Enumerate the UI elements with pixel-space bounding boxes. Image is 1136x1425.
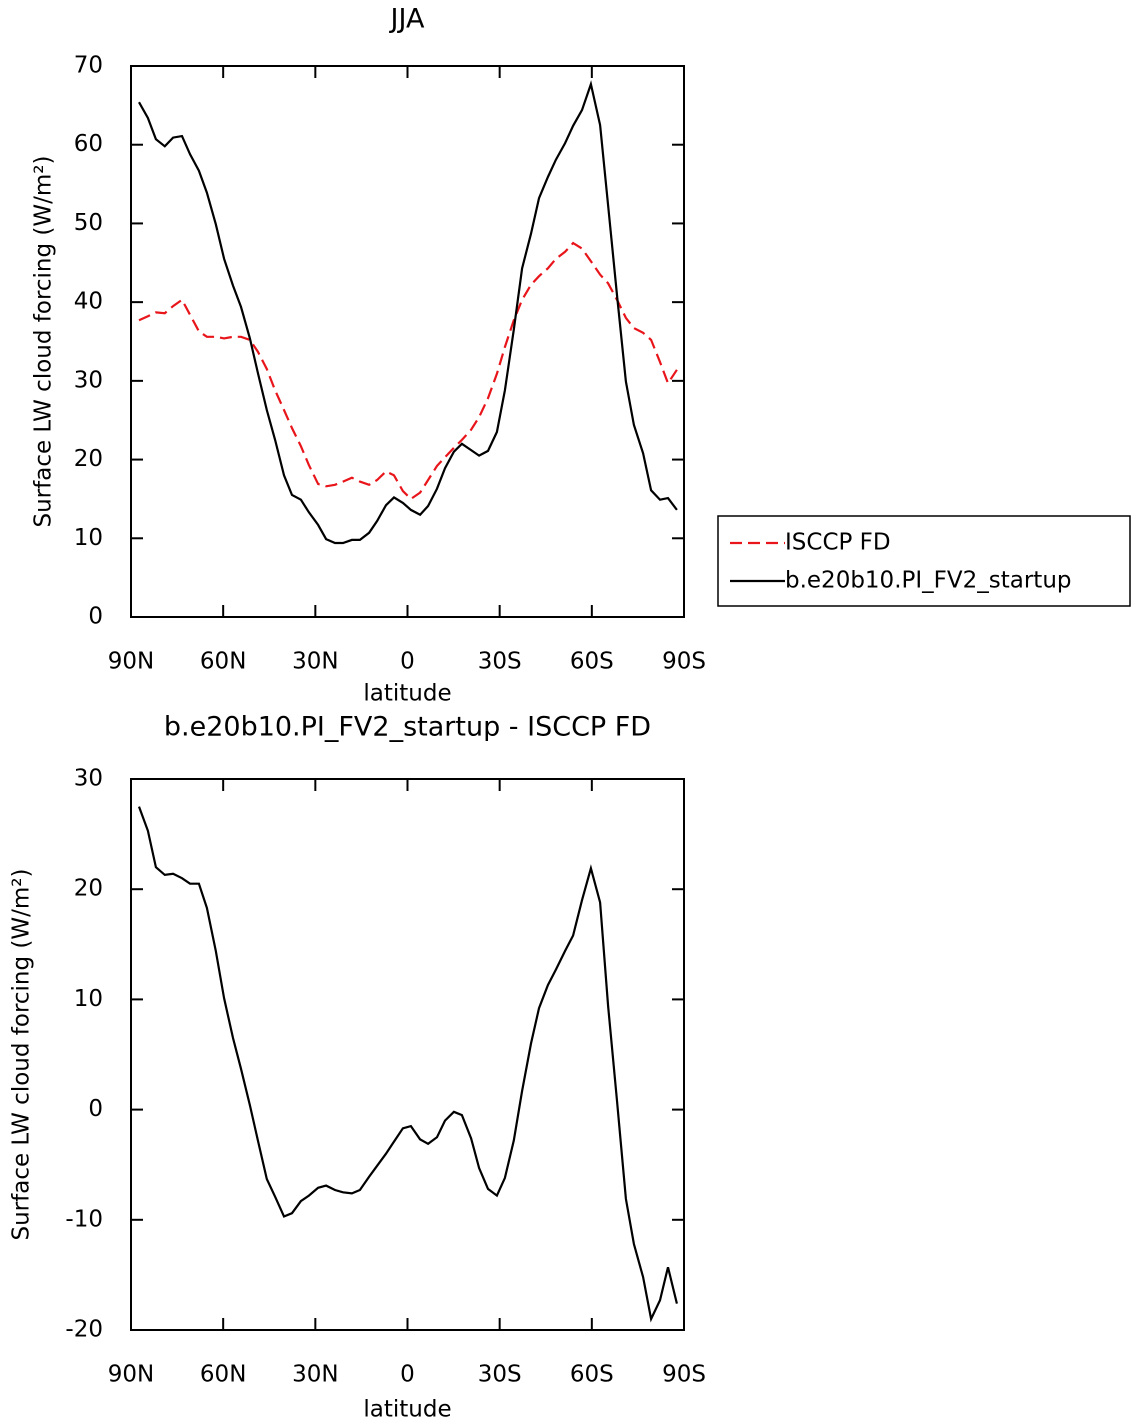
x-tick-label: 0 [400, 1362, 415, 1388]
data-line [138, 241, 678, 501]
plot-frame [130, 65, 685, 618]
x-tick-label: 90N [108, 1362, 154, 1388]
x-tick-label: 60S [570, 1362, 614, 1388]
x-tick-label: 30N [292, 1362, 338, 1388]
x-tick-label: 60N [200, 649, 246, 675]
y-tick-label: 40 [74, 289, 103, 315]
y-tick-label: -20 [65, 1317, 103, 1343]
legend: ISCCP FD b.e20b10.PI_FV2_startup [717, 515, 1131, 607]
x-tick-label: 90N [108, 649, 154, 675]
y-tick-label: 10 [74, 986, 103, 1012]
x-axis-label: latitude [363, 681, 451, 707]
y-tick-label: 60 [74, 131, 103, 157]
y-tick-label: 70 [74, 53, 103, 79]
y-axis-label: Surface LW cloud forcing (W/m²) [31, 156, 57, 528]
x-tick-label: 0 [400, 649, 415, 675]
data-line [137, 806, 678, 1323]
y-tick-label: 0 [88, 1096, 103, 1122]
legend-box [717, 515, 1131, 607]
y-axis-label: Surface LW cloud forcing (W/m²) [9, 869, 35, 1241]
y-tick-label: -10 [65, 1206, 103, 1232]
x-tick-label: 60N [200, 1362, 246, 1388]
y-tick-label: 0 [88, 604, 103, 630]
y-tick-label: 20 [74, 446, 103, 472]
x-tick-label: 30S [478, 1362, 522, 1388]
plot-frame [130, 778, 685, 1331]
y-tick-label: 20 [74, 876, 103, 902]
y-tick-label: 10 [74, 525, 103, 551]
x-tick-label: 60S [570, 649, 614, 675]
y-tick-label: 50 [74, 210, 103, 236]
y-tick-label: 30 [74, 766, 103, 792]
x-axis-label: latitude [363, 1397, 451, 1423]
x-tick-label: 90S [662, 1362, 706, 1388]
x-tick-label: 30N [292, 649, 338, 675]
x-tick-label: 30S [478, 649, 522, 675]
chart-title: JJA [389, 4, 425, 35]
data-line [138, 80, 678, 545]
chart-title: b.e20b10.PI_FV2_startup - ISCCP FD [164, 712, 651, 743]
legend-label: b.e20b10.PI_FV2_startup [785, 568, 1072, 594]
x-tick-label: 90S [662, 649, 706, 675]
y-tick-label: 30 [74, 367, 103, 393]
legend-label: ISCCP FD [785, 530, 891, 556]
